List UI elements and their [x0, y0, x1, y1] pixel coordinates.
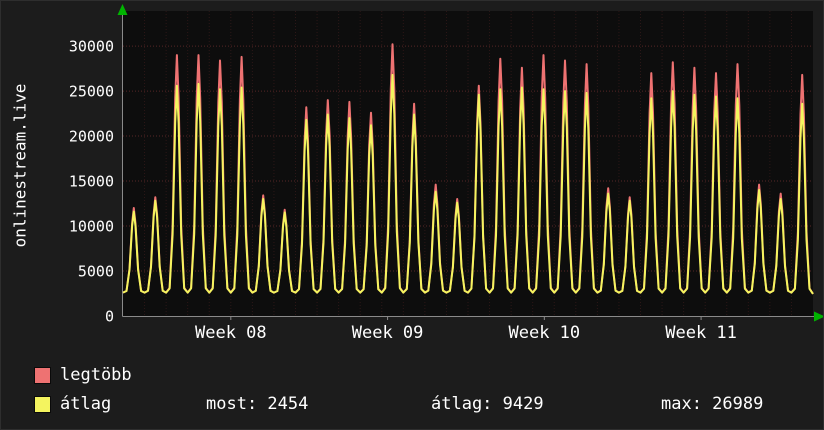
stat-most: most: 2454	[206, 394, 309, 414]
y-tick-label: 5000	[78, 263, 114, 281]
legend-label: átlag	[60, 394, 112, 414]
y-axis-arrow	[117, 4, 128, 15]
legend-item-atlag: átlag	[34, 394, 111, 414]
x-axis-arrow	[814, 311, 823, 322]
y-tick-label: 25000	[69, 83, 114, 101]
y-axis-title: onlinestream.live	[10, 83, 30, 248]
y-tick-label: 20000	[69, 128, 114, 146]
y-tick-label: 0	[105, 308, 114, 326]
legend-swatch-yellow	[34, 395, 51, 413]
x-week-label: Week 10	[509, 323, 581, 343]
y-tick-label: 10000	[69, 218, 114, 236]
x-week-label: Week 11	[665, 323, 737, 343]
x-week-label: Week 08	[195, 323, 267, 343]
stat-max: max: 26989	[661, 394, 764, 414]
y-tick-label: 15000	[69, 173, 114, 191]
legend-label: legtöbb	[60, 365, 132, 385]
x-week-label: Week 09	[352, 323, 424, 343]
legend-item-legtobb: legtöbb	[34, 365, 132, 385]
stat-atlag: átlag: 9429	[431, 394, 544, 414]
legend-swatch-red	[34, 366, 51, 384]
y-tick-label: 30000	[69, 38, 114, 56]
series-line-atlag	[122, 73, 814, 295]
